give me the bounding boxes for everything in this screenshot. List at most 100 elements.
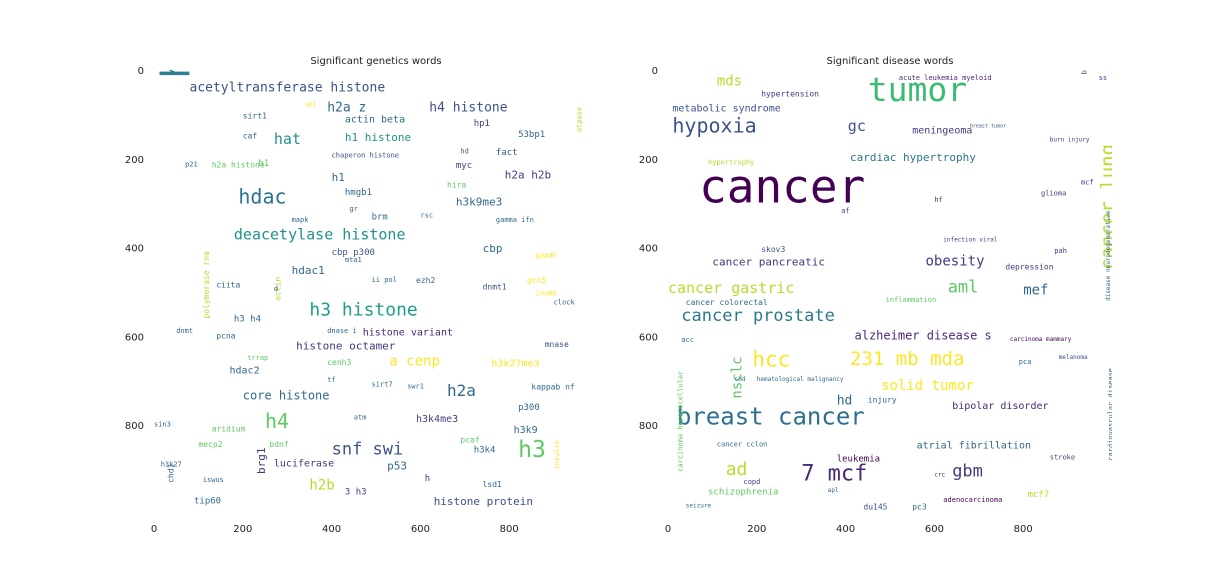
genetics-word: gapdh	[536, 252, 557, 260]
genetics-word: hdac	[238, 185, 286, 209]
genetics-cloud-area: histone acetyltransferase histone deacetyl…	[154, 0, 583, 508]
genetics-word: kappab nf	[531, 382, 575, 391]
genetics-word: sin3	[154, 420, 171, 428]
genetics-word: tip60	[194, 496, 221, 506]
genetics-word: histone variant	[363, 328, 453, 339]
genetics-word: cenh3	[327, 358, 351, 367]
genetics-word: sirt7	[372, 380, 393, 388]
genetics-word: h3k4	[474, 445, 496, 455]
genetics-word: mta1	[345, 256, 362, 264]
genetics-y-tick-label: 400	[125, 244, 144, 255]
disease-word: stroke	[1050, 454, 1075, 462]
genetics-word: histone	[155, 0, 200, 79]
genetics-word: 53bp1	[518, 130, 545, 140]
disease-word: hf	[934, 196, 942, 204]
disease-word: crc	[934, 472, 945, 479]
genetics-word: core histone	[243, 388, 330, 402]
disease-word: tumor	[868, 70, 967, 109]
disease-word: hematological malignancy	[757, 376, 844, 383]
genetics-x-tick-label: 0	[151, 524, 157, 535]
genetics-word: actin	[273, 277, 282, 301]
disease-word: alzheimer disease s	[855, 328, 992, 342]
disease-word: hypertension	[761, 89, 819, 98]
genetics-word: hdac1	[292, 264, 325, 277]
disease-word: atrial fibrillation	[917, 441, 1031, 452]
genetics-word: swr1	[407, 383, 424, 391]
genetics-word: bdnf	[269, 440, 288, 449]
disease-word: 7 mcf	[801, 462, 867, 487]
genetics-word: d	[274, 285, 278, 293]
disease-word: breast tumor	[970, 123, 1006, 129]
disease-word: disease neurodegenerative	[1105, 210, 1112, 301]
disease-word: mcf	[1081, 178, 1094, 186]
disease-word: inflammation	[886, 296, 937, 304]
genetics-word: h	[425, 474, 430, 484]
genetics-word: mnase	[545, 340, 569, 349]
disease-word: cancer cclon	[717, 440, 768, 448]
disease-x-tick-label: 800	[1014, 524, 1033, 535]
genetics-word: histone octamer	[296, 340, 396, 353]
genetics-word: acetyltransferase histone	[190, 81, 386, 96]
genetics-word: h2a z	[327, 101, 366, 116]
disease-y-axis-ticks: 0 200 400 600 800	[639, 66, 658, 432]
genetics-word: h2b	[309, 478, 334, 494]
genetics-x-tick-label: 200	[233, 524, 252, 535]
genetics-word: ezh2	[416, 276, 435, 285]
genetics-word: h3k27me3	[491, 359, 539, 370]
disease-word: mcf7	[1028, 490, 1050, 500]
disease-word: cancer gastric	[668, 279, 794, 297]
genetics-word: h3	[518, 437, 546, 463]
genetics-word: p300	[518, 403, 540, 413]
genetics-word: h3 histone	[309, 299, 417, 320]
genetics-word: cbp p300	[332, 248, 375, 258]
genetics-word: h3 h4	[234, 314, 261, 324]
disease-word: acc	[681, 336, 694, 344]
genetics-word: sirt1	[243, 112, 267, 121]
genetics-word: a cenp	[389, 353, 440, 369]
disease-word: carcinoma hepatocellular	[677, 371, 685, 472]
disease-word: pc3	[912, 502, 927, 511]
genetics-x-tick-label: 800	[500, 524, 519, 535]
disease-word: burn injury	[1050, 136, 1090, 143]
disease-word: cancer prostate	[681, 306, 835, 326]
genetics-panel-title: Significant genetics words	[310, 56, 441, 67]
genetics-word: 3 h3	[345, 488, 367, 498]
disease-word: 231 mb mda	[850, 348, 964, 370]
disease-word: hd	[837, 394, 853, 409]
genetics-word: aridium	[212, 425, 246, 434]
genetics-word: hmgb1	[345, 188, 372, 198]
genetics-word: p53	[387, 460, 407, 473]
disease-word: schizophrenia	[708, 488, 778, 498]
genetics-word: p21	[185, 161, 198, 169]
genetics-word: ciita	[216, 280, 240, 289]
genetics-word: h3k9	[514, 425, 538, 436]
disease-x-tick-label: 400	[836, 524, 855, 535]
disease-word: adenocarcinoma	[943, 496, 1002, 504]
disease-word: mef	[1023, 282, 1048, 298]
genetics-word: snf swi	[332, 439, 404, 459]
genetics-word: insulin	[553, 440, 561, 470]
genetics-word: hira	[447, 180, 466, 189]
disease-y-tick-label: 600	[639, 332, 658, 343]
genetics-word: histone protein	[434, 495, 533, 508]
disease-word: leukemia	[837, 454, 880, 464]
disease-y-tick-label: 400	[639, 244, 658, 255]
disease-word: gbm	[952, 462, 983, 482]
disease-word: bicum	[1081, 53, 1089, 74]
genetics-word: hdac2	[230, 365, 260, 376]
genetics-word: brm	[372, 212, 388, 222]
genetics-word: caf	[243, 132, 258, 141]
genetics-word: ino80	[536, 289, 557, 297]
disease-word: pca	[1019, 358, 1032, 366]
genetics-word: lsd1	[483, 480, 502, 489]
genetics-word: ii pol	[372, 276, 397, 284]
genetics-word: tf	[327, 376, 335, 384]
genetics-word: hp1	[474, 119, 490, 129]
disease-x-tick-label: 200	[747, 524, 766, 535]
disease-wordcloud-panel: Significant disease words cancer tumor bre…	[639, 53, 1112, 535]
genetics-word: dnase i	[327, 327, 357, 335]
disease-word: ad	[726, 459, 748, 480]
disease-word: acute leukemia myeloid	[899, 74, 992, 82]
disease-x-tick-label: 0	[665, 524, 671, 535]
genetics-word: chd1	[167, 463, 176, 482]
